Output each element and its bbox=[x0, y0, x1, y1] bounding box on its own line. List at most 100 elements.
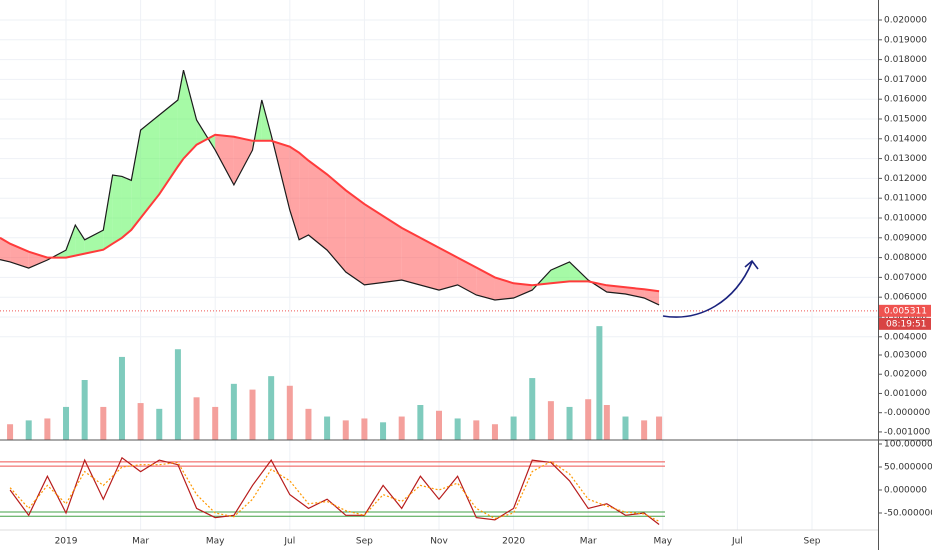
y-tick-label: 0.013000 bbox=[884, 154, 927, 164]
y-tick-label: 0.006000 bbox=[884, 293, 927, 303]
countdown-label: 08:19:51 bbox=[886, 319, 926, 329]
x-tick-label: Sep bbox=[803, 537, 820, 547]
ma-ribbon bbox=[28, 251, 48, 269]
volume-bar bbox=[230, 383, 237, 440]
volume-bar bbox=[510, 416, 517, 440]
volume-bar bbox=[137, 403, 144, 440]
volume-bar bbox=[268, 376, 275, 440]
ma-ribbon bbox=[66, 225, 76, 258]
volume-bar bbox=[566, 406, 573, 440]
volume-bar bbox=[193, 397, 200, 440]
ma-ribbon bbox=[644, 289, 660, 305]
ma-ribbon bbox=[494, 277, 514, 300]
ma-ribbon bbox=[233, 136, 253, 185]
ma-ribbon bbox=[140, 115, 160, 218]
x-tick-label: May bbox=[653, 537, 672, 547]
volume-bar bbox=[398, 416, 405, 440]
volume-bar bbox=[473, 420, 480, 440]
y-tick-label: 0.005000 bbox=[884, 312, 927, 322]
volume-bar bbox=[622, 416, 629, 440]
volume-bar bbox=[547, 401, 554, 440]
volume-bar bbox=[100, 406, 107, 440]
y-tick-label: -0.001000 bbox=[884, 427, 930, 437]
y-tick-label: 0.011000 bbox=[884, 194, 927, 204]
y-tick-label: 0.009000 bbox=[884, 233, 927, 243]
volume-bar bbox=[118, 356, 125, 440]
x-tick-label: Jul bbox=[731, 537, 743, 547]
volume-bar bbox=[454, 418, 461, 440]
ma-ribbon bbox=[84, 230, 104, 254]
volume-bar bbox=[603, 405, 610, 440]
x-tick-label: 2019 bbox=[55, 537, 78, 547]
y-tick-label: 0.018000 bbox=[884, 55, 927, 65]
volume-bar bbox=[81, 380, 88, 440]
volume-bar bbox=[380, 422, 387, 440]
ma-ribbon bbox=[327, 174, 346, 273]
last-price-label: 0.005311 bbox=[884, 306, 927, 316]
volume-bar bbox=[641, 420, 648, 440]
ma-ribbon bbox=[513, 283, 533, 298]
volume-bar bbox=[436, 410, 442, 440]
y-tick-label: 0.014000 bbox=[884, 134, 927, 144]
countdown-box bbox=[879, 317, 931, 330]
volume-bar bbox=[156, 408, 163, 440]
ma-ribbon bbox=[121, 176, 132, 238]
price-line bbox=[0, 69, 660, 306]
x-tick-label: Jul bbox=[283, 537, 295, 547]
y-tick-label: 0.015000 bbox=[884, 114, 927, 124]
y-tick-label: -0.000000 bbox=[884, 408, 930, 418]
volume-bar bbox=[286, 385, 293, 440]
y-tick-label: 50.000000 bbox=[884, 462, 932, 472]
volume-bar bbox=[44, 418, 51, 440]
ma-ribbon bbox=[550, 261, 570, 284]
y-tick-label: 0.019000 bbox=[884, 35, 927, 45]
ma-ribbon bbox=[159, 99, 178, 195]
volume-bar bbox=[324, 416, 331, 440]
y-tick-label: 0.002000 bbox=[884, 370, 927, 380]
plot bbox=[0, 69, 878, 525]
y-tick-label: 0.003000 bbox=[884, 351, 927, 361]
volume-bar bbox=[305, 408, 312, 440]
y-tick-label: 0.017000 bbox=[884, 75, 927, 85]
ma-ribbon bbox=[299, 152, 309, 240]
x-tick-label: 2020 bbox=[502, 537, 525, 547]
volume-bar bbox=[25, 420, 32, 440]
volume-bar bbox=[417, 405, 424, 440]
ma-ribbon bbox=[457, 257, 477, 296]
volume-bar bbox=[491, 424, 498, 440]
volume-bar bbox=[361, 418, 368, 440]
y-tick-label: 0.001000 bbox=[884, 389, 927, 399]
volume-bar bbox=[529, 378, 536, 440]
axes: 2019 Mar May Jul Sep Nov 2020 Mar May Jul Sep 0.004… bbox=[55, 15, 932, 546]
volume-bar bbox=[656, 416, 663, 440]
ma-ribbon bbox=[112, 175, 122, 244]
volume-bar bbox=[7, 424, 14, 440]
x-tick-label: Sep bbox=[356, 537, 373, 547]
ma-ribbon bbox=[345, 190, 365, 285]
volume-bar bbox=[342, 420, 349, 440]
volume-bar bbox=[585, 399, 592, 440]
y-tick-label: 0.007000 bbox=[884, 273, 927, 283]
x-tick-label: Nov bbox=[430, 537, 448, 547]
ma-ribbon bbox=[532, 270, 551, 291]
y-tick-label: 0.016000 bbox=[884, 95, 927, 105]
volume-bar bbox=[174, 349, 181, 440]
x-tick-label: Mar bbox=[580, 537, 597, 547]
ma-ribbon bbox=[103, 175, 113, 250]
volume-bar bbox=[63, 406, 70, 440]
ma-ribbon bbox=[439, 247, 458, 291]
ma-ribbon bbox=[75, 225, 85, 256]
volume-bar bbox=[212, 406, 219, 440]
ma-ribbon bbox=[364, 204, 402, 285]
x-tick-label: Mar bbox=[132, 537, 149, 547]
drawn-arrow bbox=[662, 261, 753, 318]
y-tick-label: 0.010000 bbox=[884, 213, 927, 223]
slow-ma-line bbox=[0, 133, 660, 293]
ma-ribbon bbox=[625, 287, 645, 298]
volume-bar bbox=[596, 326, 603, 440]
ma-ribbon bbox=[183, 70, 197, 159]
y-tick-label: 100.000000 bbox=[884, 439, 932, 449]
ma-ribbon bbox=[215, 134, 234, 185]
y-tick-label: -50.000000 bbox=[884, 508, 932, 518]
